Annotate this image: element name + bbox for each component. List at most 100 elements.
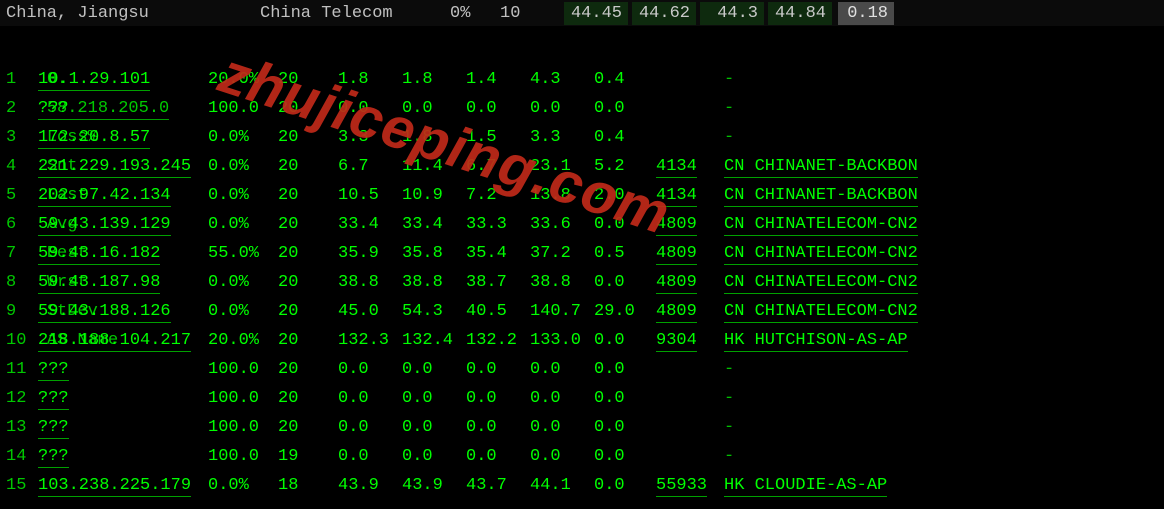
hop-host: 172.20.8.57: [38, 123, 208, 152]
hop-snt: 20: [278, 210, 338, 239]
hop-avg: 132.4: [402, 326, 466, 355]
hop-avg: 54.3: [402, 297, 466, 326]
hop-name: HK CLOUDIE-AS-AP: [724, 471, 1024, 500]
hop-host: 202.97.42.134: [38, 181, 208, 210]
hop-row: 659.43.139.1290.0%2033.433.433.333.60.04…: [6, 210, 1158, 239]
hop-name: -: [724, 123, 1024, 152]
hop-wrst: 37.2: [530, 239, 594, 268]
hop-wrst: 0.0: [530, 413, 594, 442]
hop-avg: 43.9: [402, 471, 466, 500]
hop-avg: 38.8: [402, 268, 466, 297]
hop-avg: 11.4: [402, 152, 466, 181]
hop-host: 221.229.193.245: [38, 152, 208, 181]
hop-idx: 4: [6, 152, 38, 181]
hop-best: 1.4: [466, 65, 530, 94]
hop-last: 35.9: [338, 239, 402, 268]
hop-loss: 0.0%: [208, 123, 278, 152]
hop-last: 0.0: [338, 355, 402, 384]
hop-stdev: 0.5: [594, 239, 656, 268]
hop-stdev: 0.0: [594, 210, 656, 239]
hop-idx: 3: [6, 123, 38, 152]
summary-header: China, Jiangsu China Telecom 0% 10 44.45…: [0, 0, 1164, 26]
hop-idx: 5: [6, 181, 38, 210]
hop-asn: 4134: [656, 181, 724, 210]
hop-host: ???: [38, 94, 208, 123]
header-location: China, Jiangsu: [6, 4, 260, 23]
hop-asn: 4809: [656, 210, 724, 239]
hop-name: CN CHINATELECOM-CN2: [724, 239, 1024, 268]
hop-stdev: 0.0: [594, 471, 656, 500]
hop-snt: 20: [278, 94, 338, 123]
hop-row: 15103.238.225.1790.0%1843.943.943.744.10…: [6, 471, 1158, 500]
hop-avg: 0.0: [402, 413, 466, 442]
hop-idx: 10: [6, 326, 38, 355]
hop-stdev: 2.0: [594, 181, 656, 210]
hop-avg: 1.8: [402, 123, 466, 152]
hop-snt: 20: [278, 152, 338, 181]
hop-stdev: 0.0: [594, 268, 656, 297]
hop-snt: 20: [278, 297, 338, 326]
hop-snt: 20: [278, 326, 338, 355]
header-ping-3: 44.84: [768, 2, 832, 25]
hop-row: 14???100.0190.00.00.00.00.0-: [6, 442, 1158, 471]
hop-wrst: 0.0: [530, 94, 594, 123]
hop-last: 33.4: [338, 210, 402, 239]
hop-stdev: 0.0: [594, 94, 656, 123]
hops-container: 110.1.29.10120.0%201.81.81.44.30.4-2???1…: [6, 65, 1158, 500]
hop-stdev: 0.4: [594, 123, 656, 152]
hop-wrst: 3.3: [530, 123, 594, 152]
hop-name: -: [724, 413, 1024, 442]
hop-idx: 11: [6, 355, 38, 384]
hop-last: 0.0: [338, 442, 402, 471]
hop-wrst: 140.7: [530, 297, 594, 326]
hop-wrst: 0.0: [530, 384, 594, 413]
hop-loss: 100.0: [208, 442, 278, 471]
hop-row: 110.1.29.10120.0%201.81.81.44.30.4-: [6, 65, 1158, 94]
hop-loss: 20.0%: [208, 326, 278, 355]
hop-best: 40.5: [466, 297, 530, 326]
hop-host: 10.1.29.101: [38, 65, 208, 94]
hop-last: 0.0: [338, 413, 402, 442]
hop-stdev: 0.0: [594, 355, 656, 384]
hop-snt: 20: [278, 123, 338, 152]
hop-last: 132.3: [338, 326, 402, 355]
hop-wrst: 33.6: [530, 210, 594, 239]
hop-host: 59.43.16.182: [38, 239, 208, 268]
hop-avg: 0.0: [402, 355, 466, 384]
hop-row: 4221.229.193.2450.0%206.711.46.723.15.24…: [6, 152, 1158, 181]
hop-host: 218.188.104.217: [38, 326, 208, 355]
hop-wrst: 44.1: [530, 471, 594, 500]
hop-avg: 10.9: [402, 181, 466, 210]
hop-row: 859.43.187.980.0%2038.838.838.738.80.048…: [6, 268, 1158, 297]
hop-wrst: 0.0: [530, 355, 594, 384]
hop-loss: 100.0: [208, 94, 278, 123]
header-ping-2: 44.3: [700, 2, 764, 25]
hop-snt: 19: [278, 442, 338, 471]
hop-best: 0.0: [466, 384, 530, 413]
hop-snt: 20: [278, 65, 338, 94]
hop-snt: 20: [278, 239, 338, 268]
hop-snt: 20: [278, 384, 338, 413]
hop-wrst: 0.0: [530, 442, 594, 471]
hop-last: 1.8: [338, 65, 402, 94]
hop-avg: 35.8: [402, 239, 466, 268]
hop-loss: 0.0%: [208, 297, 278, 326]
hop-snt: 20: [278, 413, 338, 442]
hop-name: CN CHINATELECOM-CN2: [724, 268, 1024, 297]
hop-best: 1.5: [466, 123, 530, 152]
hop-best: 0.0: [466, 355, 530, 384]
traceroute-table: 0. 58.218.205.0 Loss% Snt Last Avg Best …: [0, 26, 1164, 500]
hop-best: 132.2: [466, 326, 530, 355]
hop-loss: 0.0%: [208, 471, 278, 500]
header-ping-0: 44.45: [564, 2, 628, 25]
hop-stdev: 0.0: [594, 413, 656, 442]
hop-wrst: 23.1: [530, 152, 594, 181]
hop-idx: 13: [6, 413, 38, 442]
hop-host: 59.43.187.98: [38, 268, 208, 297]
hop-name: -: [724, 384, 1024, 413]
hop-last: 10.5: [338, 181, 402, 210]
header-ping-1: 44.62: [632, 2, 696, 25]
hop-host: ???: [38, 442, 208, 471]
hop-host: ???: [38, 384, 208, 413]
hop-asn: 55933: [656, 471, 724, 500]
